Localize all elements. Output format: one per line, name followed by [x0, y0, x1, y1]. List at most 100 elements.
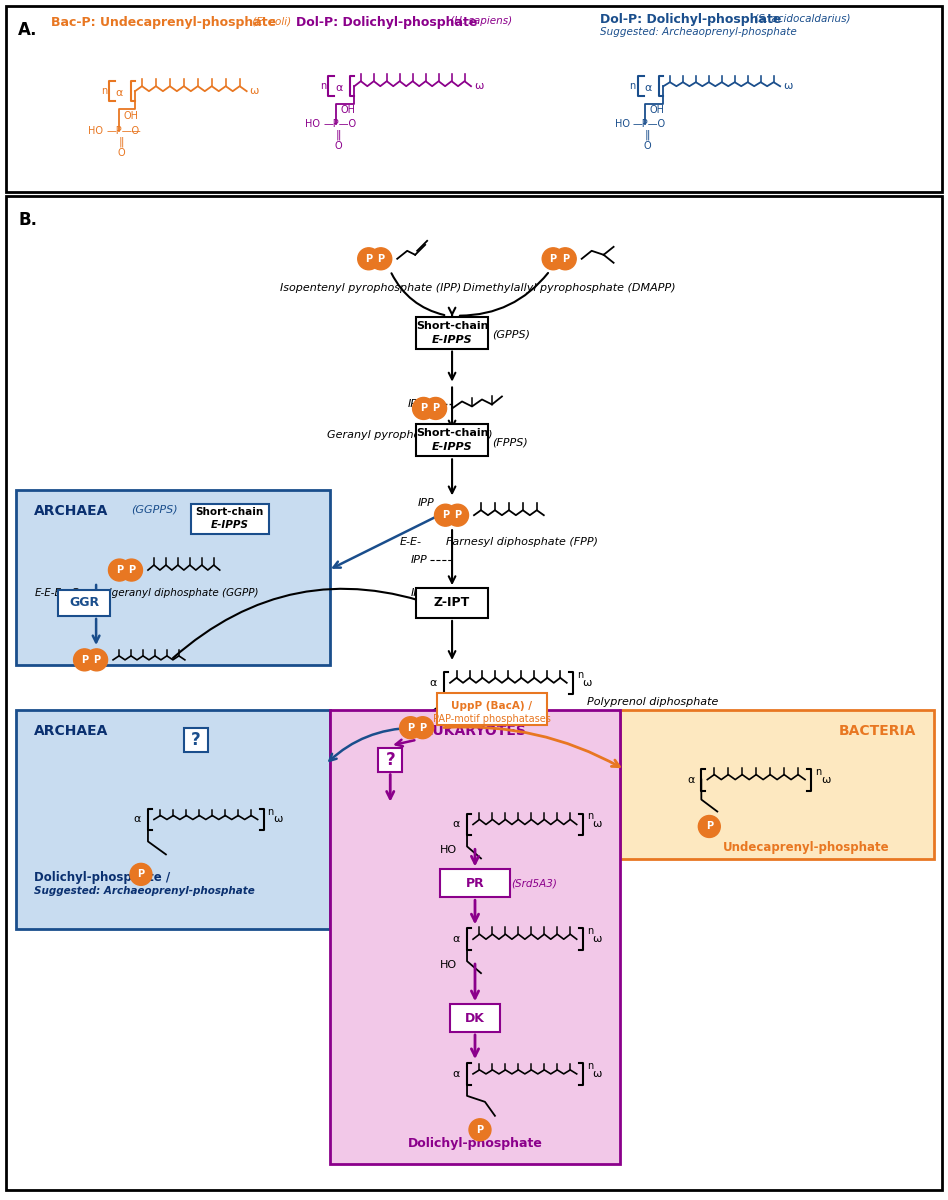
Text: P: P: [705, 822, 713, 832]
Text: O: O: [644, 142, 651, 151]
FancyBboxPatch shape: [331, 709, 620, 1164]
Text: Polyprenol diphosphate: Polyprenol diphosphate: [587, 697, 718, 707]
Text: α: α: [644, 83, 651, 94]
FancyBboxPatch shape: [58, 590, 110, 616]
Text: n: n: [320, 82, 326, 91]
Text: α: α: [687, 774, 694, 785]
Circle shape: [85, 649, 107, 671]
Text: IPP: IPP: [410, 556, 428, 565]
Text: α: α: [134, 815, 141, 824]
Text: Short-chain: Short-chain: [416, 428, 488, 438]
Text: HO: HO: [614, 119, 629, 130]
Text: PAP-motif phosphatases: PAP-motif phosphatases: [433, 714, 551, 724]
Text: P: P: [550, 253, 556, 264]
FancyBboxPatch shape: [184, 727, 208, 751]
FancyBboxPatch shape: [7, 6, 941, 192]
Text: (GPPS): (GPPS): [492, 330, 530, 340]
Text: P: P: [377, 253, 384, 264]
Text: P: P: [137, 869, 144, 880]
Text: ω: ω: [592, 820, 602, 829]
Text: Undecaprenyl-phosphate: Undecaprenyl-phosphate: [723, 841, 890, 854]
Text: P: P: [419, 722, 427, 733]
Text: Suggested: Archeaoprenyl-phosphate: Suggested: Archeaoprenyl-phosphate: [600, 28, 796, 37]
Text: Short-chain: Short-chain: [416, 320, 488, 331]
Text: Dimethylallyl pyrophosphate (DMAPP): Dimethylallyl pyrophosphate (DMAPP): [464, 283, 676, 293]
Text: P: P: [420, 403, 428, 414]
Text: α: α: [335, 83, 342, 94]
FancyBboxPatch shape: [16, 491, 331, 665]
FancyBboxPatch shape: [450, 1004, 500, 1032]
FancyBboxPatch shape: [191, 504, 268, 534]
Text: ω: ω: [249, 86, 259, 96]
Circle shape: [130, 863, 152, 886]
Text: IPP: IPP: [408, 400, 424, 409]
Text: Short-chain: Short-chain: [195, 508, 264, 517]
Circle shape: [412, 397, 434, 420]
Text: n: n: [815, 767, 821, 776]
Text: P: P: [407, 722, 414, 733]
Text: EUKARYOTES: EUKARYOTES: [424, 724, 526, 738]
Text: GGR: GGR: [69, 596, 100, 610]
Text: A.: A.: [18, 22, 38, 40]
Text: IPP: IPP: [417, 498, 434, 509]
Text: (H. sapiens): (H. sapiens): [447, 17, 512, 26]
Text: P: P: [128, 565, 135, 575]
Circle shape: [469, 1118, 491, 1141]
Text: HO: HO: [88, 126, 103, 136]
FancyBboxPatch shape: [416, 588, 488, 618]
Text: HO: HO: [440, 846, 457, 856]
Text: B.: B.: [18, 211, 37, 229]
Text: P: P: [454, 510, 461, 520]
Circle shape: [434, 504, 456, 526]
Text: OH: OH: [123, 112, 138, 121]
Circle shape: [699, 816, 720, 838]
Text: —P—O: —P—O: [323, 119, 356, 130]
Text: HO: HO: [440, 960, 457, 970]
FancyBboxPatch shape: [440, 869, 510, 898]
Text: Farnesyl diphosphate (FPP): Farnesyl diphosphate (FPP): [447, 538, 598, 547]
Text: α: α: [429, 678, 437, 688]
Text: P: P: [432, 403, 439, 414]
Text: α: α: [452, 935, 460, 944]
Text: PR: PR: [465, 877, 484, 890]
Text: P: P: [365, 253, 373, 264]
Text: (E. coli): (E. coli): [248, 17, 291, 26]
Text: P: P: [116, 565, 123, 575]
Text: α: α: [116, 88, 123, 98]
Text: ω: ω: [592, 935, 602, 944]
Text: Isopentenyl pyrophosphate (IPP): Isopentenyl pyrophosphate (IPP): [280, 283, 461, 293]
Text: P: P: [477, 1124, 483, 1135]
Text: Bac-P: Undecaprenyl-phosphate: Bac-P: Undecaprenyl-phosphate: [51, 17, 277, 29]
Text: E-IPPS: E-IPPS: [431, 443, 472, 452]
Text: P: P: [93, 655, 100, 665]
Text: BACTERIA: BACTERIA: [838, 724, 916, 738]
FancyBboxPatch shape: [416, 425, 488, 456]
Text: ω: ω: [274, 815, 283, 824]
FancyBboxPatch shape: [16, 709, 331, 929]
Text: ω: ω: [592, 1069, 602, 1079]
FancyBboxPatch shape: [620, 709, 934, 859]
Circle shape: [120, 559, 142, 581]
Text: (S. acidocaldarius): (S. acidocaldarius): [751, 13, 850, 23]
Circle shape: [542, 248, 564, 270]
Text: n: n: [587, 926, 592, 936]
Text: n: n: [629, 82, 635, 91]
Circle shape: [425, 397, 447, 420]
Text: —P—O: —P—O: [106, 126, 139, 136]
Text: ω: ω: [474, 82, 483, 91]
Text: α: α: [452, 820, 460, 829]
Text: ω: ω: [783, 82, 793, 91]
Text: ?: ?: [191, 731, 201, 749]
Text: E-E-: E-E-: [400, 538, 422, 547]
Text: —P—O: —P—O: [632, 119, 665, 130]
Text: n: n: [267, 806, 274, 816]
Text: Dolichyl-phosphate: Dolichyl-phosphate: [408, 1138, 542, 1151]
Text: n: n: [576, 670, 583, 680]
Text: n: n: [100, 86, 107, 96]
Text: E-IPPS: E-IPPS: [431, 335, 472, 344]
Text: α: α: [452, 1069, 460, 1079]
Text: ?: ?: [386, 751, 395, 769]
Circle shape: [447, 504, 468, 526]
Text: Geranyl pyrophosphate (GPP): Geranyl pyrophosphate (GPP): [327, 431, 493, 440]
Text: E-IPPS: E-IPPS: [210, 520, 248, 530]
